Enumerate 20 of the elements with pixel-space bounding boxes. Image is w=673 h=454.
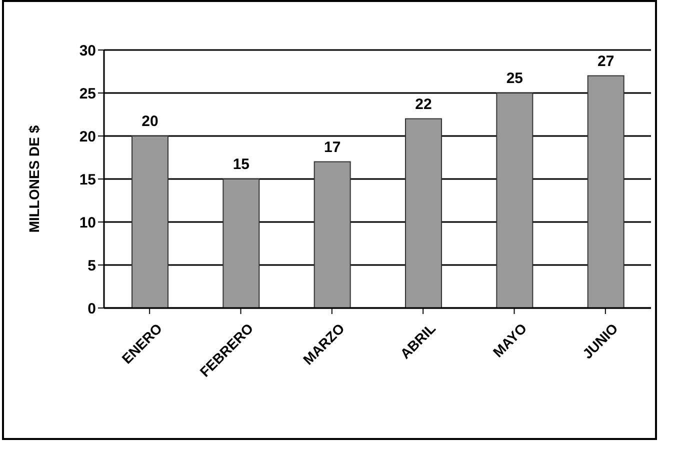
data-label: 22 [415,96,432,113]
y-tick-label: 0 [88,300,96,318]
y-tick-label: 10 [79,214,96,232]
y-tick-label: 25 [79,85,96,102]
bar [496,92,534,308]
data-label: 20 [142,113,158,130]
y-tick-label: 5 [88,257,96,274]
data-label: 25 [506,70,524,87]
bar [132,136,168,308]
data-label: 17 [324,138,341,156]
data-label: 15 [232,156,250,173]
bar [222,178,260,308]
y-tick-label: 15 [79,171,96,188]
bar [587,75,624,308]
y-tick-label: 20 [79,128,96,146]
bar [405,118,442,308]
y-tick-label: 30 [79,42,96,60]
y-axis-title: MILLONES DE $ [26,125,42,233]
bar [314,161,351,308]
data-label: 27 [597,52,614,70]
